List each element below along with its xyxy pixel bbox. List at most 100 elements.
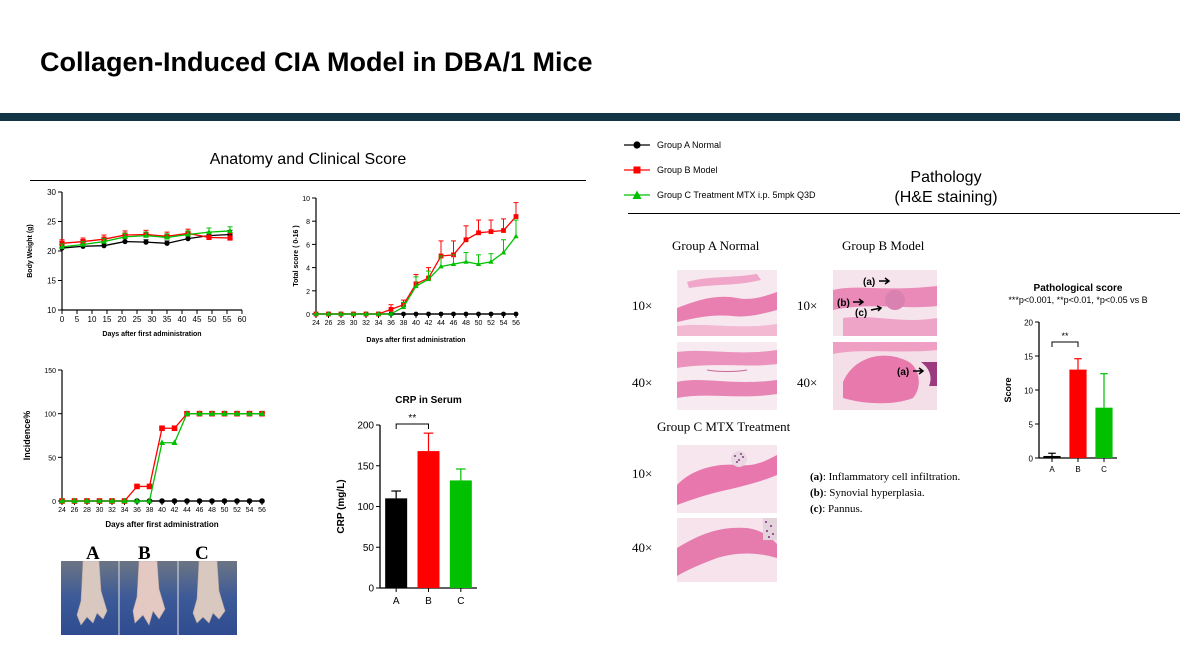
data-point (246, 498, 253, 504)
y-tick-label: 15 (47, 277, 56, 286)
he-image-group-c-10x (677, 445, 777, 513)
x-tick-label: 36 (387, 320, 395, 327)
annotation-a: (a) (863, 277, 875, 288)
x-tick-label: 30 (148, 315, 157, 324)
data-point (185, 231, 191, 237)
data-point (513, 214, 519, 219)
x-tick-label: 44 (183, 507, 191, 514)
chart-subtitle: ***p<0.001, **p<0.01, *p<0.05 vs B (1008, 295, 1147, 305)
data-point (463, 237, 469, 243)
x-tick-label: 38 (400, 320, 408, 327)
y-tick-label: 150 (44, 368, 56, 375)
data-point (171, 425, 178, 432)
y-tick-label: 10 (1024, 387, 1033, 396)
bar (1069, 369, 1087, 458)
mag-10x-label: 10× (632, 298, 653, 313)
x-tick-label: 26 (71, 507, 79, 514)
x-tick-label: C (1101, 465, 1107, 474)
data-point (83, 497, 91, 504)
pathology-divider (628, 213, 1180, 214)
x-tick-label: 34 (375, 320, 383, 327)
series-3 (59, 226, 233, 249)
title-divider (0, 113, 1180, 121)
x-tick-label: 56 (258, 507, 266, 514)
y-tick-label: 0 (1029, 455, 1034, 464)
data-point (426, 311, 431, 317)
note-a: (a): Inflammatory cell infiltration. (810, 471, 961, 483)
legend-label: Group A Normal (657, 140, 722, 150)
significance-bracket: ** (1051, 331, 1079, 347)
x-tick-label: 24 (312, 320, 320, 327)
data-point (171, 498, 178, 504)
y-tick-label: 50 (363, 543, 375, 554)
data-point (451, 311, 456, 317)
data-point (221, 498, 228, 504)
y-tick-label: 5 (1029, 421, 1034, 430)
body-weight-chart: 10 15 20 25 30 0 5 10 15 20 25 30 35 40 45 50 55 60 Days a… (27, 188, 247, 338)
anatomy-divider (30, 180, 586, 181)
arrow-icon (913, 367, 925, 375)
data-point (221, 410, 228, 416)
page-title: Collagen-Induced CIA Model in DBA/1 Mice (40, 47, 593, 77)
data-point (463, 258, 469, 264)
x-tick-label: 0 (60, 315, 65, 324)
y-tick-label: 100 (44, 412, 56, 419)
mag-40x-label: 40× (632, 375, 653, 390)
x-tick-label: 42 (425, 320, 433, 327)
bar (417, 451, 440, 588)
y-axis-label: Score (1003, 377, 1013, 402)
x-tick-label: 15 (103, 315, 112, 324)
significance-label: ** (408, 413, 416, 424)
data-point (338, 311, 344, 316)
y-tick-label: 100 (357, 502, 374, 513)
legend-item-group-a: Group A Normal (624, 138, 721, 152)
data-point (196, 498, 203, 504)
y-tick-label: 30 (47, 188, 56, 197)
data-point (258, 410, 266, 416)
data-point (146, 497, 153, 504)
bar-c: C (449, 468, 472, 607)
x-tick-label: 36 (133, 507, 141, 514)
x-tick-label: A (1049, 465, 1055, 474)
data-point (413, 283, 419, 289)
x-tick-label: A (393, 596, 400, 607)
x-tick-label: 28 (337, 320, 345, 327)
data-point (164, 234, 170, 240)
y-tick-label: 0 (306, 312, 310, 319)
annotation-b: (b) (837, 298, 850, 309)
y-tick-label: 150 (357, 461, 374, 472)
bar (385, 498, 408, 588)
group-c-label: Group C MTX Treatment (657, 419, 791, 434)
data-point (159, 425, 165, 432)
data-point (183, 410, 191, 416)
x-tick-label: 26 (325, 320, 333, 327)
x-tick-label: C (457, 596, 464, 607)
data-point (425, 276, 432, 282)
significance-bracket: ** (395, 413, 429, 429)
bar-c: C (1095, 373, 1113, 474)
data-point (227, 227, 233, 234)
x-tick-label: 32 (108, 507, 116, 514)
y-axis-label: CRP (mg/L) (336, 479, 347, 533)
data-point (121, 497, 128, 504)
arrow-icon (853, 298, 865, 306)
x-axis-label: Days after first administration (102, 331, 201, 338)
data-point (80, 241, 86, 247)
y-tick-label: 10 (47, 306, 56, 315)
data-point (438, 263, 444, 269)
he-image-group-b-10x: (a) (b) (c) (833, 270, 937, 336)
arrow-icon (870, 305, 883, 312)
bar-b: B (1069, 358, 1087, 474)
bar-a: A (1043, 452, 1061, 474)
data-point (159, 498, 165, 504)
bracket-line (395, 423, 429, 429)
y-tick-label: 25 (47, 218, 56, 227)
pathology-notes: (a): Inflammatory cell infiltration. (b)… (810, 469, 960, 517)
data-point (438, 311, 444, 317)
legend-label: Group B Model (657, 165, 718, 175)
data-point (476, 311, 481, 317)
x-axis-label: Days after first administration (105, 520, 218, 529)
data-point (513, 233, 519, 239)
x-tick-label: 45 (193, 315, 202, 324)
pathological-score-chart: Pathological score***p<0.001, **p<0.01, … (1003, 283, 1148, 474)
